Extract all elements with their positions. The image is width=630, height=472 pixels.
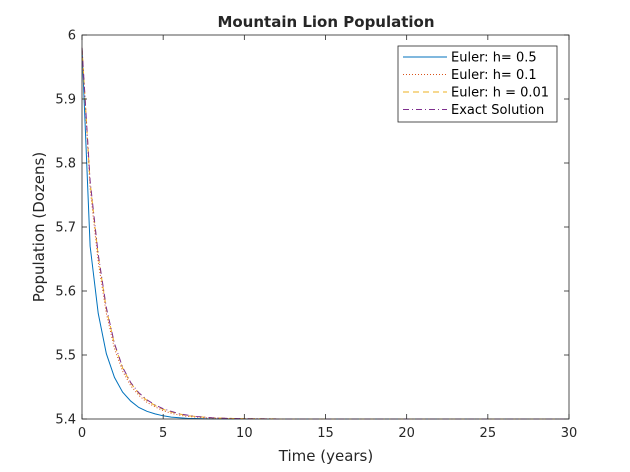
legend-entry-label: Exact Solution xyxy=(451,103,544,118)
legend-entry-label: Euler: h = 0.01 xyxy=(451,86,549,101)
y-tick-label: 5.4 xyxy=(55,413,76,428)
y-tick-label: 5.9 xyxy=(55,93,76,108)
x-tick-label: 25 xyxy=(480,426,497,441)
y-tick-label: 6 xyxy=(68,29,76,44)
axes-layer: 0 5 10 15 20 25 30 5.4 5.5 5.6 5.7 5.8 5.9 6 xyxy=(55,29,577,442)
legend: Euler: h= 0.5 Euler: h= 0.1 Euler: h = 0.0… xyxy=(397,45,558,123)
y-tick-label: 5.6 xyxy=(55,285,76,300)
x-tick-label: 30 xyxy=(561,426,578,441)
x-tick-label: 20 xyxy=(398,426,415,441)
x-tick-label: 5 xyxy=(159,426,167,441)
x-axis-label: Time (years) xyxy=(278,447,373,465)
legend-entry-label: Euler: h= 0.5 xyxy=(451,51,537,66)
x-tick-label: 15 xyxy=(317,426,334,441)
chart-title: Mountain Lion Population xyxy=(217,13,434,31)
series-line-4 xyxy=(81,47,569,420)
x-tick-label: 0 xyxy=(78,426,86,441)
y-tick-label: 5.8 xyxy=(55,157,76,172)
y-axis-label: Population (Dozens) xyxy=(30,152,48,302)
legend-entry-label: Euler: h= 0.1 xyxy=(451,68,537,83)
series-line-3 xyxy=(81,47,569,420)
legend-box xyxy=(397,45,558,123)
y-tick-label: 5.5 xyxy=(55,349,76,364)
x-tick-label: 10 xyxy=(236,426,253,441)
y-tick-label: 5.7 xyxy=(55,221,76,236)
